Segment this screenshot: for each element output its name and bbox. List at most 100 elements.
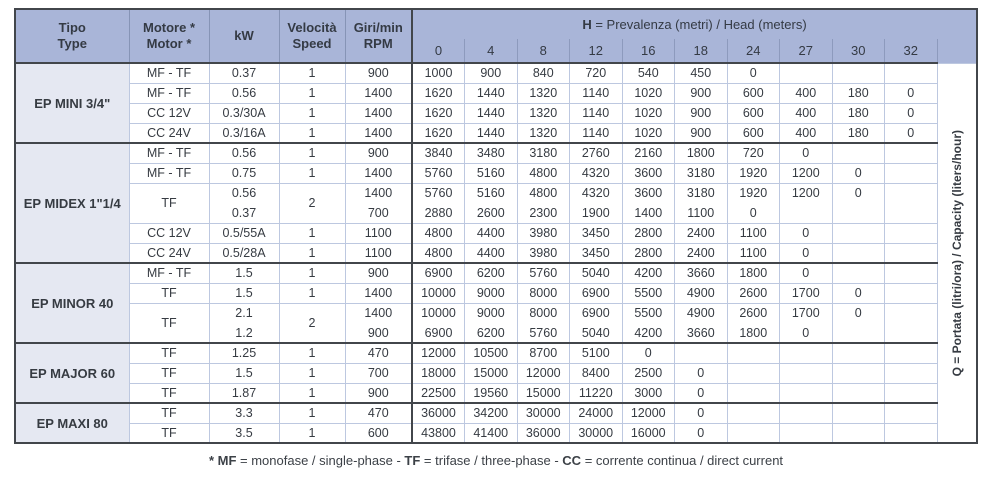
q-cell: 6200 (464, 322, 518, 344)
rpm-cell: 1400 (344, 182, 413, 203)
head-value: 4 (464, 39, 517, 64)
q-cell: 5760 (411, 162, 465, 184)
q-cell: 3450 (569, 242, 623, 264)
q-cell: 1020 (621, 102, 675, 124)
q-cell: 19560 (464, 382, 518, 404)
rpm-cell: 900 (344, 142, 413, 164)
header-row-values: 0 4 8 12 16 18 24 27 30 32 (15, 39, 977, 64)
kw-cell: 0.56 (208, 82, 280, 104)
q-cell: 1620 (411, 122, 465, 144)
q-cell: 3000 (621, 382, 675, 404)
q-cell: 0 (779, 222, 833, 244)
q-cell (779, 62, 833, 84)
motor-cell: TF (128, 422, 210, 444)
q-cell (831, 342, 885, 364)
head-value: 16 (621, 39, 675, 64)
speed-cell: 1 (278, 362, 346, 384)
q-cell: 1440 (464, 102, 518, 124)
q-cell: 1100 (674, 202, 728, 224)
q-cell: 840 (516, 62, 570, 84)
q-cell: 15000 (464, 362, 518, 384)
q-cell: 1020 (621, 122, 675, 144)
group-name-cell: EP MINOR 40 (14, 262, 130, 344)
q-cell: 1440 (464, 122, 518, 144)
page: Tipo Type Motore * Motor * kW Velocità S… (0, 8, 994, 497)
kw-cell: 0.37 (208, 202, 280, 224)
q-cell (884, 302, 938, 323)
q-cell: 0 (621, 342, 675, 364)
group-name-cell: EP MIDEX 1"1/4 (14, 142, 130, 264)
kw-cell: 1.2 (208, 322, 280, 344)
q-cell: 30000 (569, 422, 623, 444)
q-cell: 36000 (411, 402, 465, 424)
motor-cell: TF (128, 382, 210, 404)
speed-cell: 1 (278, 222, 346, 244)
q-cell: 1020 (621, 82, 675, 104)
speed-cell: 1 (278, 242, 346, 264)
table-row: TF 1.87 1 900 22500 19560 15000 11220 3000 0 (15, 382, 977, 404)
q-cell (831, 262, 885, 284)
q-cell: 5100 (569, 342, 623, 364)
rpm-cell: 1100 (344, 222, 413, 244)
col-header-type: Tipo Type (15, 9, 130, 64)
q-cell: 5500 (621, 302, 675, 323)
rpm-cell: 900 (344, 62, 413, 84)
q-cell: 3660 (674, 322, 728, 344)
group-name-cell: EP MAXI 80 (14, 402, 130, 444)
motor-cell: MF - TF (128, 262, 210, 284)
q-cell (884, 182, 938, 203)
table-row: 0.37 700 2880 2600 2300 1900 1400 1100 0 (15, 202, 977, 224)
col-header-speed: Velocità Speed (279, 9, 346, 64)
kw-cell: 0.5/55A (208, 222, 280, 244)
table-row: EP MINOR 40 MF - TF 1.5 1 900 6900 6200 5760 504… (14, 262, 977, 344)
q-cell: 2600 (726, 302, 780, 323)
q-cell: 1140 (569, 122, 623, 144)
table-row: MF - TF 0.56 1 1400 1620 1440 1320 1140 1020 900 6… (15, 82, 977, 104)
q-cell: 0 (674, 402, 728, 424)
pump-performance-table: Tipo Type Motore * Motor * kW Velocità S… (14, 8, 978, 444)
kw-cell: 0.3/16A (208, 122, 280, 144)
q-cell: 3600 (621, 182, 675, 203)
motor-cell: CC 12V (128, 102, 210, 124)
q-cell: 3840 (411, 142, 465, 164)
q-cell (884, 422, 938, 444)
q-cell: 22500 (411, 382, 465, 404)
q-cell: 10000 (411, 282, 465, 304)
footnote-text: = corrente continua / direct current (581, 453, 784, 468)
q-axis-cell: Q = Portata (litri/ora) / Capacity (lite… (936, 62, 978, 444)
footnote-abbrev: * MF (208, 453, 237, 468)
q-cell: 2600 (726, 282, 780, 304)
q-cell (726, 422, 780, 444)
q-cell: 1320 (516, 122, 570, 144)
col-header-motor: Motore * Motor * (129, 9, 210, 64)
q-cell (831, 362, 885, 384)
q-cell: 3180 (516, 142, 570, 164)
speed-cell: 1 (278, 262, 346, 284)
q-cell: 0 (726, 202, 780, 224)
q-cell: 2760 (569, 142, 623, 164)
q-cell: 900 (674, 122, 728, 144)
q-cell: 600 (726, 102, 780, 124)
q-cell: 4900 (674, 282, 728, 304)
q-cell: 0 (779, 262, 833, 284)
head-value: 30 (831, 39, 885, 64)
q-cell: 8000 (516, 282, 570, 304)
q-cell: 8700 (516, 342, 570, 364)
q-cell: 180 (831, 122, 885, 144)
q-cell: 1320 (516, 102, 570, 124)
q-cell: 0 (884, 122, 938, 144)
head-value: 24 (726, 39, 780, 64)
q-cell (831, 402, 885, 424)
kw-cell: 0.37 (208, 62, 280, 84)
q-cell (726, 362, 780, 384)
q-cell (779, 382, 833, 404)
q-cell (884, 142, 938, 164)
table-row: TF 0.56 2 1400 5760 5160 4800 4320 3600 3180 1920 1… (15, 182, 977, 224)
q-cell: 900 (464, 62, 518, 84)
kw-cell: 1.25 (208, 342, 280, 364)
q-cell: 900 (674, 82, 728, 104)
footnote-abbrev: CC (562, 453, 582, 468)
q-cell: 0 (831, 182, 885, 203)
q-cell (726, 382, 780, 404)
q-cell: 9000 (464, 302, 518, 323)
